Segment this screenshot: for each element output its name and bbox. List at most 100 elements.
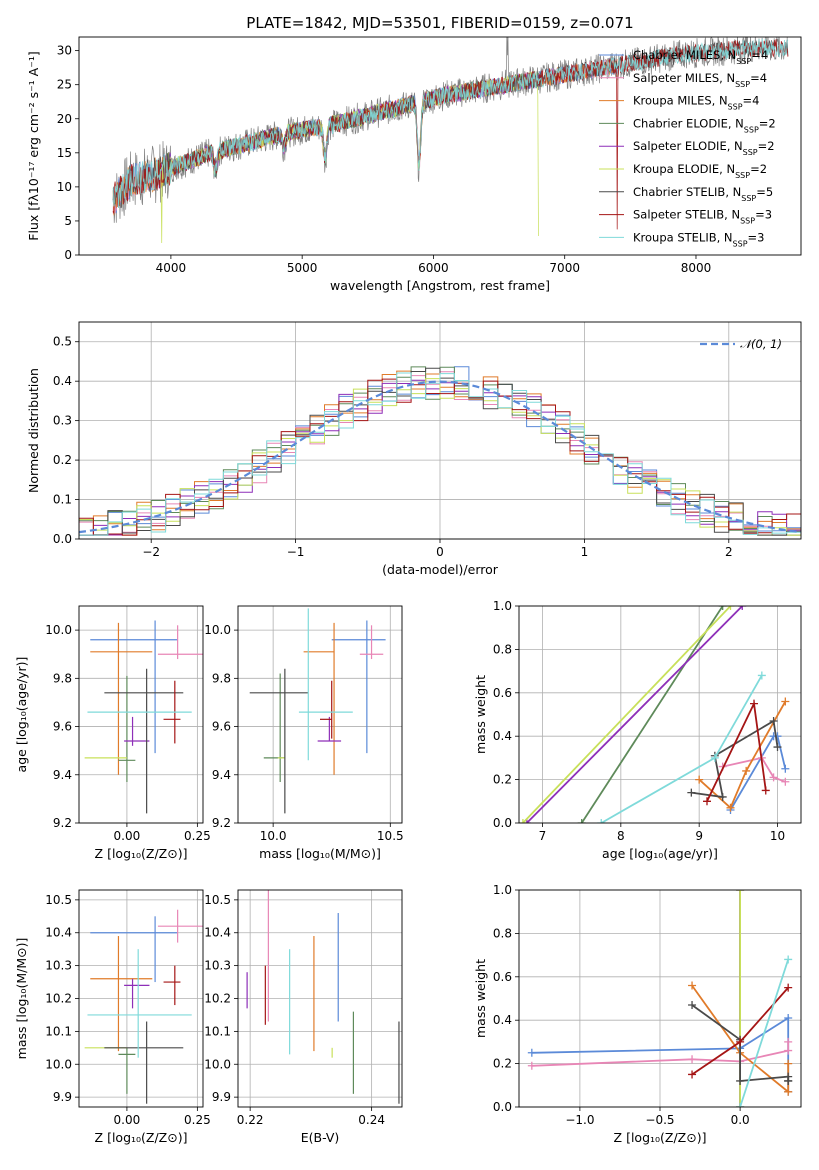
series-salpeter-elodie	[522, 606, 747, 823]
y-tick-label: 5	[64, 214, 72, 228]
x-tick-label: 0.00	[114, 829, 141, 843]
x-tick-label: −1	[287, 545, 305, 559]
series-marker	[769, 717, 778, 726]
series-marker	[784, 1014, 793, 1023]
series-marker	[784, 983, 793, 992]
series-marker	[710, 753, 719, 762]
series-marker	[773, 743, 782, 752]
series-marker	[784, 1087, 793, 1096]
x-tick-label: 0.0	[731, 1113, 750, 1127]
panel-spectrum: 4000 5000 6000 7000 8000 0 5 10 15 20 25 30 waveleng…	[26, 14, 802, 293]
series-kroupa-stelib	[736, 955, 793, 1107]
panel-weight-age: 7 8 9 10 0.0 0.2 0.4 0.6 0.8 1.0 age [log₁₀(age/yr…	[473, 599, 802, 861]
series-kroupa-miles	[695, 697, 790, 812]
y-axis-label: mass weight	[473, 675, 488, 754]
y-tick-label: 9.9	[53, 1090, 72, 1104]
series-marker	[688, 1001, 697, 1010]
errorbar-chabrier-miles	[90, 916, 178, 983]
y-tick-label: 10.4	[204, 926, 231, 940]
series-marker	[757, 671, 766, 680]
y-tick-label: 9.8	[53, 671, 72, 685]
x-tick-label: −1.0	[565, 1113, 594, 1127]
y-axis-label: mass weight	[473, 959, 488, 1038]
series-marker	[750, 699, 758, 708]
y-axis-label: age [log₁₀(age/yr)]	[14, 657, 29, 773]
legend-label: Chabrier MILES, NSSP=4	[633, 48, 768, 66]
x-tick-label: 0.00	[114, 1113, 141, 1127]
x-axis-label: Z [log₁₀(Z/Z⊙)]	[95, 846, 188, 861]
plot-area	[527, 890, 793, 1107]
legend-label: Salpeter MILES, NSSP=4	[633, 71, 767, 89]
series-marker	[726, 606, 735, 610]
series-marker	[769, 773, 778, 782]
axes-frame	[518, 889, 802, 1108]
series-line	[526, 606, 743, 823]
y-tick-label: 1.0	[493, 883, 512, 897]
series-marker	[784, 1046, 793, 1055]
y-tick-label: 10.1	[204, 1024, 231, 1038]
plot-area	[246, 890, 400, 1104]
y-tick-label: 10.2	[204, 992, 231, 1006]
errorbar-salpeter-stelib	[320, 680, 333, 739]
histogram-kroupa-stelib	[79, 372, 801, 539]
y-tick-label: 9.2	[212, 816, 231, 830]
y-tick-label: 0	[64, 248, 72, 262]
series-line	[580, 606, 724, 823]
x-axis-label: Z [log₁₀(Z/Z⊙)]	[614, 1130, 707, 1145]
errorbar-kroupa-miles	[90, 936, 153, 1052]
errorbar-kroupa-stelib	[87, 949, 192, 1058]
chart-title: PLATE=1842, MJD=53501, FIBERID=0159, z=0…	[246, 14, 633, 32]
y-tick-label: 25	[57, 78, 72, 92]
series-marker	[522, 819, 531, 823]
series-marker	[784, 1076, 793, 1085]
series-marker	[718, 606, 727, 610]
series-chabrier-stelib	[687, 717, 782, 801]
errorbar-chabrier-elodie	[118, 1047, 136, 1094]
series-marker	[781, 764, 790, 773]
x-tick-label: 0.24	[358, 1113, 385, 1127]
errorbar-kroupa-miles	[90, 622, 153, 775]
panel-mass-EBV: 0.22 0.24 9.9 10.0 10.1 10.2 10.3 10.4 10.5 E(B-V…	[204, 889, 403, 1145]
legend-label: Kroupa STELIB, NSSP=3	[633, 230, 764, 248]
errorbar-salpeter-elodie	[124, 978, 150, 1009]
plot-area	[519, 606, 790, 823]
y-tick-label: 0.3	[53, 414, 72, 428]
series-chabrier-miles	[726, 732, 790, 814]
x-tick-label: 10.0	[260, 829, 287, 843]
series-marker	[519, 819, 527, 823]
x-axis-label: mass [log₁₀(M/M⊙)]	[259, 846, 381, 861]
y-tick-label: 0.1	[53, 493, 72, 507]
errorbar-chabrier-miles	[331, 620, 386, 754]
x-axis-label: age [log₁₀(age/yr)]	[602, 846, 718, 861]
y-tick-label: 15	[57, 146, 72, 160]
model-spectrum-kroupa-stelib	[112, 38, 789, 209]
plot-area	[112, 37, 789, 244]
y-tick-label: 9.9	[212, 1090, 231, 1104]
axes-frame	[78, 889, 204, 1108]
x-tick-label: 0.25	[184, 829, 211, 843]
series-marker	[687, 788, 696, 797]
y-tick-label: 10.3	[204, 959, 231, 973]
x-tick-label: 8000	[681, 261, 712, 275]
y-tick-label: 10.3	[45, 959, 72, 973]
x-tick-label: −0.5	[645, 1113, 674, 1127]
series-marker	[736, 1037, 745, 1046]
plot-area	[84, 620, 203, 814]
y-tick-label: 9.8	[212, 671, 231, 685]
y-tick-label: 0.4	[53, 374, 72, 388]
legend-label: Kroupa ELODIE, NSSP=2	[633, 162, 767, 180]
x-tick-label: 2	[725, 545, 733, 559]
panel-age-Z: 0.00 0.25 9.2 9.4 9.6 9.8 10.0 Z [log₁₀(Z/Z⊙)] a…	[14, 605, 211, 861]
plot-area	[84, 909, 203, 1104]
y-tick-label: 10.1	[45, 1024, 72, 1038]
errorbar-salpeter-elodie	[317, 716, 342, 742]
y-tick-label: 0.6	[493, 970, 512, 984]
x-tick-label: 10.5	[377, 829, 404, 843]
y-tick-label: 0.0	[53, 532, 72, 546]
series-marker	[784, 955, 793, 964]
axes-frame	[78, 605, 204, 824]
errorbar-chabrier-stelib	[249, 668, 309, 814]
y-tick-label: 20	[57, 112, 72, 126]
series-marker	[688, 981, 697, 990]
x-tick-label: 9	[695, 829, 703, 843]
